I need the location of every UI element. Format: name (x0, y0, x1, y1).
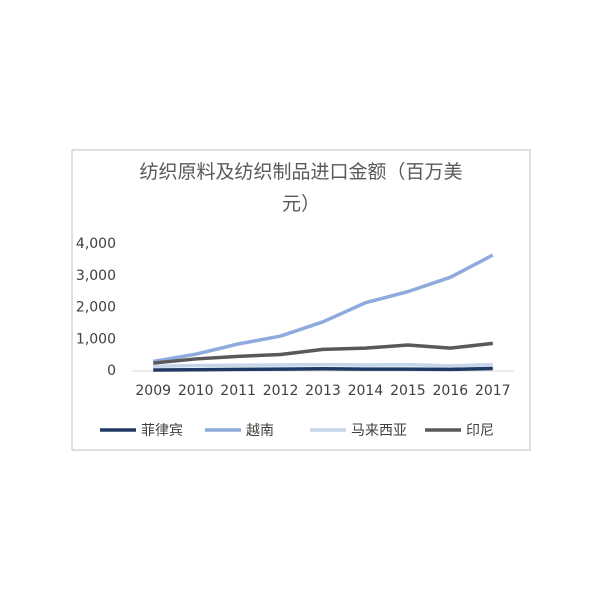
y-tick-label: 3,000 (76, 268, 116, 284)
line-series (153, 362, 493, 368)
legend-label: 越南 (246, 423, 274, 439)
x-tick-label: 2012 (263, 383, 299, 399)
x-tick-label: 2011 (220, 383, 256, 399)
line-series (153, 341, 493, 365)
chart-title: 纺织原料及纺织制品进口金额（百万美元） (139, 161, 463, 215)
y-tick-label: 4,000 (76, 236, 116, 252)
x-tick-label: 2013 (305, 383, 341, 399)
x-tick-label: 2016 (433, 383, 469, 399)
legend-label: 菲律宾 (141, 423, 183, 439)
chart-frame (71, 149, 531, 451)
y-tick-label: 2,000 (76, 300, 116, 316)
x-tick-label: 2015 (390, 383, 426, 399)
y-tick-label: 1,000 (76, 331, 116, 347)
x-tick-label: 2017 (475, 383, 511, 399)
y-tick-label: 0 (107, 363, 116, 379)
x-tick-label: 2014 (348, 383, 384, 399)
x-tick-label: 2010 (178, 383, 214, 399)
legend-label: 印尼 (466, 423, 494, 439)
x-tick-label: 2009 (135, 383, 171, 399)
line-series (152, 253, 494, 364)
legend-label: 马来西亚 (351, 423, 407, 439)
line-series (153, 366, 493, 372)
